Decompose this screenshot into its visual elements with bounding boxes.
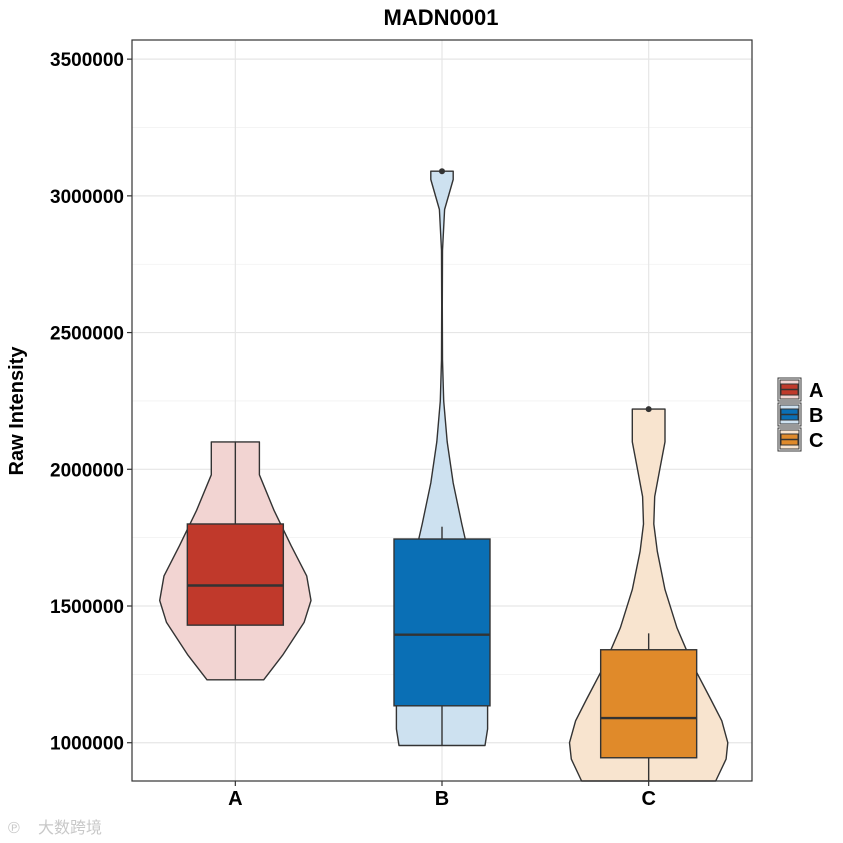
chart-title: MADN0001 (384, 5, 499, 30)
y-tick-label: 1000000 (50, 734, 124, 755)
box-A (186, 523, 285, 626)
y-tick-label: 1500000 (50, 597, 124, 618)
outlier-point-C (645, 406, 652, 413)
x-axis: A B C (228, 781, 656, 810)
box-B (393, 538, 491, 707)
box-C (599, 649, 698, 759)
legend-label-A: A (809, 380, 823, 402)
y-tick-label: 3500000 (50, 50, 124, 71)
watermark-text: 大数跨境 (38, 818, 102, 837)
boxplots (186, 168, 698, 781)
legend-label-C: C (809, 430, 823, 452)
y-axis-label: Raw Intensity (6, 346, 28, 476)
y-axis: 1000000 1500000 2000000 2500000 3000000 35000… (50, 50, 132, 755)
watermark-icon: ℗ (8, 820, 20, 837)
outlier-point-B (439, 168, 445, 175)
watermark: ℗ 大数跨境 (8, 818, 102, 837)
x-tick-label: A (228, 788, 242, 810)
x-tick-label: C (641, 788, 655, 810)
legend-label-B: B (809, 405, 823, 427)
y-tick-label: 2500000 (50, 324, 124, 345)
y-tick-label: 3000000 (50, 187, 124, 208)
legend: ABC (777, 377, 823, 452)
x-tick-label: B (435, 788, 449, 810)
y-tick-label: 2000000 (50, 460, 124, 481)
